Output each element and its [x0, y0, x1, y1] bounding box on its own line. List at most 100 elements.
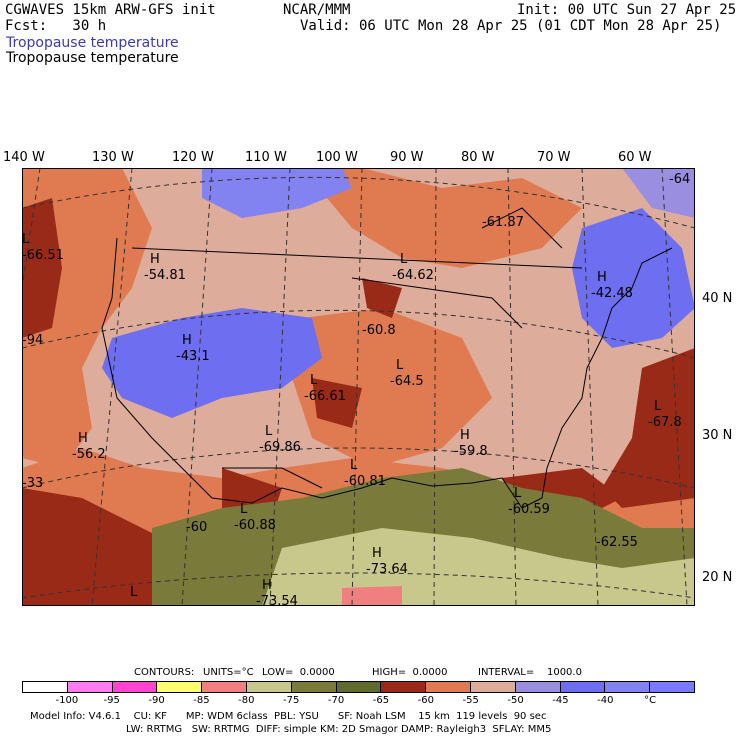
colorbar-label: -100	[55, 695, 79, 706]
extremum-value: -42.48	[591, 286, 633, 301]
extremum-value: -60.59	[508, 502, 550, 517]
extremum-symbol: H	[597, 270, 607, 285]
model-info-line1: Model Info: V4.6.1 CU: KF MP: WDM 6class…	[30, 711, 547, 722]
colorbar-swatch	[470, 682, 516, 692]
extremum-value: -73.64	[366, 562, 408, 577]
colorbar-label: -75	[283, 695, 300, 706]
field-title: Tropopause temperature	[6, 35, 179, 51]
field-region-salmon	[342, 586, 402, 606]
colorbar-swatch	[605, 682, 651, 692]
colorbar-label: -60	[417, 695, 434, 706]
extremum-symbol: H	[182, 333, 192, 348]
contour-units: UNITS=°C	[203, 667, 254, 678]
colorbar-swatch	[157, 682, 203, 692]
lon-label: 60 W	[618, 150, 652, 165]
colorbar-swatch	[426, 682, 471, 692]
extremum-symbol: H	[262, 578, 272, 593]
colorbar-swatch	[202, 682, 247, 692]
organization: NCAR/MMM	[283, 2, 351, 18]
colorbar-label: °C	[644, 695, 657, 706]
extremum-value: -60.81	[344, 474, 386, 489]
colorbar-label: -90	[148, 695, 165, 706]
lon-label: 130 W	[92, 150, 134, 165]
lon-label: 120 W	[172, 150, 214, 165]
field-region-blue	[202, 168, 352, 218]
field-region-darkred	[602, 348, 695, 508]
extremum-symbol: L	[130, 585, 138, 600]
lon-label: 70 W	[537, 150, 571, 165]
field-subtitle: Tropopause temperature	[6, 50, 179, 66]
contour-interval: INTERVAL= 1000.0	[478, 667, 582, 678]
extremum-value: -64	[669, 172, 691, 187]
colorbar-swatch	[246, 682, 292, 692]
colorbar-label: -80	[238, 695, 255, 706]
colorbar-label: -65	[372, 695, 390, 706]
extremum-symbol: H	[150, 252, 160, 267]
colorbar-label: -70	[327, 695, 345, 706]
lon-label: 140 W	[3, 150, 45, 165]
map-canvas[interactable]	[22, 168, 695, 606]
extremum-symbol: L	[22, 232, 30, 247]
lat-label: 30 N	[702, 428, 733, 443]
extremum-symbol: L	[400, 252, 408, 267]
contour-label: CONTOURS:	[134, 667, 195, 678]
extremum-value: -33	[22, 476, 44, 491]
field-region-darkred	[22, 198, 62, 338]
colorbar-swatch	[650, 682, 694, 692]
extremum-value: -94	[22, 333, 44, 348]
field-region-blue	[572, 208, 695, 348]
colorbar-swatch	[560, 682, 606, 692]
colorbar-swatch	[23, 682, 68, 692]
extremum-value: -66.51	[22, 248, 64, 263]
extremum-value: -69.86	[259, 440, 301, 455]
extremum-value: -64.5	[390, 374, 424, 389]
extremum-symbol: L	[350, 458, 358, 473]
contour-high: HIGH= 0.0000	[372, 667, 448, 678]
valid-time: Valid: 06 UTC Mon 28 Apr 25 (01 CDT Mon …	[300, 18, 722, 34]
colorbar-label: -85	[193, 695, 210, 706]
coastlines	[101, 207, 673, 509]
contour-low: LOW= 0.0000	[262, 667, 335, 678]
colorbar-label: -95	[103, 695, 120, 706]
field-region-darkred	[312, 378, 362, 428]
extremum-value: -62.55	[596, 535, 638, 550]
extremum-value: -60	[186, 520, 208, 535]
colorbar-label: -45	[552, 695, 569, 706]
extremum-symbol: L	[514, 486, 522, 501]
extremum-value: -66.61	[304, 389, 346, 404]
field-region-darkred	[362, 278, 402, 318]
field-region-blue	[102, 308, 322, 418]
extremum-value: -60.88	[234, 518, 276, 533]
colorbar-swatch	[67, 682, 113, 692]
graticule	[22, 168, 695, 606]
colorbar-label: -55	[462, 695, 479, 706]
extremum-value: -67.8	[648, 415, 682, 430]
colorbar-swatch	[336, 682, 382, 692]
field-region-khaki	[262, 528, 695, 606]
extremum-value: -56.2	[72, 447, 106, 462]
field-region-orange	[302, 168, 582, 268]
lat-label: 20 N	[702, 570, 733, 585]
model-info-line2: LW: RRTMG SW: RRTMG DIFF: simple KM: 2D …	[126, 724, 552, 735]
extremum-symbol: L	[310, 373, 318, 388]
field-region-orange	[292, 308, 492, 468]
extremum-symbol: L	[240, 502, 248, 517]
extremum-value: -60.8	[362, 323, 396, 338]
extremum-value: -59.8	[454, 444, 488, 459]
extremum-symbol: H	[460, 428, 470, 443]
extremum-value: -54.81	[144, 268, 186, 283]
lat-label: 40 N	[702, 291, 733, 306]
lon-label: 110 W	[245, 150, 287, 165]
extremum-value: -73.54	[256, 594, 298, 609]
lon-label: 90 W	[390, 150, 424, 165]
map-frame	[22, 168, 695, 606]
colorbar-swatch	[381, 682, 427, 692]
model-title: CGWAVES 15km ARW-GFS init	[5, 2, 216, 18]
extremum-symbol: H	[78, 431, 88, 446]
colorbar-swatch	[515, 682, 561, 692]
colorbar-swatch	[291, 682, 337, 692]
extremum-symbol: H	[372, 546, 382, 561]
forecast-hour: Fcst: 30 h	[5, 18, 107, 34]
extremum-value: -43.1	[176, 349, 210, 364]
extremum-symbol: L	[396, 358, 404, 373]
